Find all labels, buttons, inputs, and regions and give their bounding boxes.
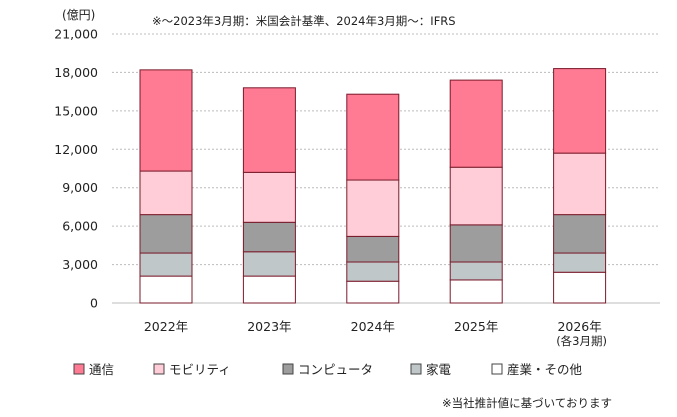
y-tick-label: 9,000 <box>62 180 98 195</box>
legend-swatch <box>491 363 503 375</box>
bar-segment <box>139 275 193 304</box>
x-tick-label: 2022年 <box>144 319 188 334</box>
x-tick-sublabel: (各3月期) <box>556 334 607 348</box>
y-tick-label: 18,000 <box>54 65 98 80</box>
bar-segment <box>346 280 400 304</box>
x-tick-label: 2023年 <box>247 319 291 334</box>
y-tick-label: 0 <box>90 296 98 311</box>
bar-segment <box>553 152 607 216</box>
bar-segment <box>242 171 296 223</box>
bar-stacks <box>139 68 607 304</box>
bar-segment <box>449 224 503 263</box>
y-axis-tick-labels: 0 3,000 6,000 9,000 12,000 15,000 18,000 21,000 <box>54 27 98 311</box>
bar-segment <box>449 261 503 281</box>
bar-segment <box>139 69 193 172</box>
legend-label: モビリティ <box>169 362 231 377</box>
bar-segment <box>139 214 193 254</box>
bar-segment <box>553 252 607 273</box>
legend-swatch <box>73 363 85 375</box>
bar-segment <box>449 279 503 304</box>
bar-segment <box>449 79 503 168</box>
bar-segment <box>242 251 296 277</box>
legend-swatch <box>153 363 165 375</box>
x-tick-label: 2024年 <box>351 319 395 334</box>
legend-swatch <box>282 363 294 375</box>
legend-swatch <box>410 363 422 375</box>
bar-segment <box>346 235 400 263</box>
y-axis-unit-label: (億円) <box>62 8 95 22</box>
bar-segment <box>242 221 296 253</box>
bar-segment <box>139 170 193 216</box>
y-tick-label: 6,000 <box>62 219 98 234</box>
bar-segment <box>449 166 503 226</box>
legend: 通信 モビリティ コンピュータ 家電 産業・その他 <box>73 362 583 377</box>
legend-label: 産業・その他 <box>507 362 583 377</box>
bar-segment <box>139 252 193 277</box>
estimate-note: ※当社推計値に基づいております <box>442 396 612 410</box>
bar-segment <box>346 261 400 282</box>
x-tick-label: 2026年 <box>557 319 601 334</box>
y-tick-label: 12,000 <box>54 142 98 157</box>
accounting-note: ※～2023年3月期：米国会計基準、2024年3月期～：IFRS <box>152 14 456 28</box>
x-tick-label: 2025年 <box>454 319 498 334</box>
legend-label: 通信 <box>89 362 114 377</box>
y-tick-label: 21,000 <box>54 27 98 42</box>
bar-segment <box>242 87 296 173</box>
legend-label: コンピュータ <box>298 362 373 377</box>
legend-label: 家電 <box>426 362 452 377</box>
bar-segment <box>346 93 400 181</box>
y-tick-label: 15,000 <box>54 103 98 118</box>
bar-segment <box>553 271 607 304</box>
bar-segment <box>242 275 296 304</box>
bar-segment <box>346 179 400 237</box>
bar-segment <box>553 214 607 254</box>
y-tick-label: 3,000 <box>62 257 98 272</box>
x-axis-labels: 2022年 2023年 2024年 2025年 2026年(各3月期) <box>144 319 607 348</box>
bar-segment <box>553 68 607 154</box>
